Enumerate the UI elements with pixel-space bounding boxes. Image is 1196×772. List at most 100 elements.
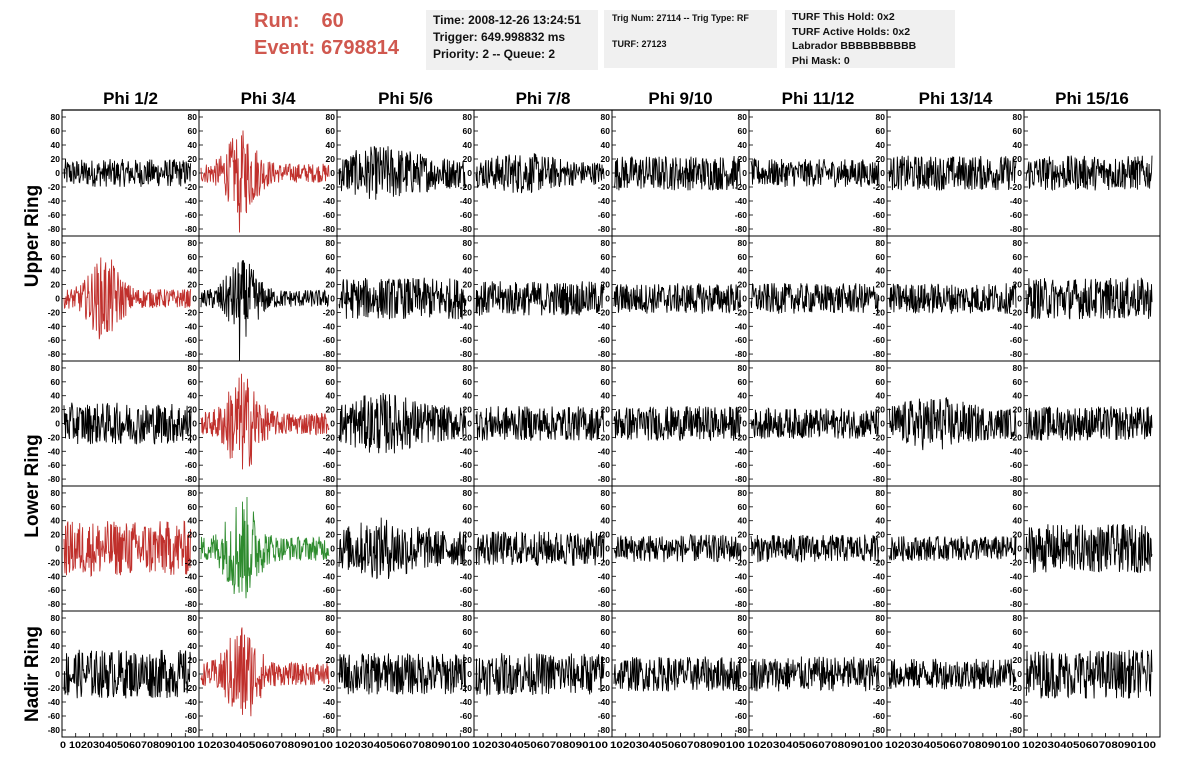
y-tick-label: -40	[48, 196, 61, 206]
y-tick-label: 0	[880, 419, 885, 429]
y-tick-label: 40	[601, 516, 611, 526]
y-tick-label: 0	[742, 294, 747, 304]
y-tick-label: -60	[735, 585, 748, 595]
turf-active-holds-text: TURF Active Holds: 0x2	[792, 25, 911, 38]
y-tick-label: 40	[876, 140, 886, 150]
waveform-trace	[63, 402, 192, 445]
waveform-trace	[888, 397, 1017, 451]
y-tick-label: 60	[738, 126, 748, 136]
y-tick-label: -20	[598, 307, 611, 317]
phi-mask-text: Phi Mask: 0	[792, 54, 850, 67]
y-tick-label: -20	[735, 307, 748, 317]
y-tick-label: 0	[55, 669, 60, 679]
y-tick-label: -80	[873, 349, 886, 359]
waveform-trace	[338, 146, 467, 200]
y-tick-label: -40	[598, 321, 611, 331]
y-tick-label: 60	[51, 627, 61, 637]
y-tick-label: 20	[601, 405, 611, 415]
panel-r2-c6: -80 -60 -40 -20 0 20 40 60 80	[873, 360, 1025, 487]
y-tick-label: 20	[188, 154, 198, 164]
y-tick-label: 80	[738, 112, 748, 122]
y-tick-label: -60	[735, 711, 748, 721]
panel-r2-c4: -80 -60 -40 -20 0 20 40 60 80	[598, 360, 750, 487]
waveform-trace	[888, 155, 1017, 191]
waveform-trace	[613, 155, 742, 191]
y-tick-label: -40	[185, 196, 198, 206]
trig-num-box: Trig Num: 27114 -- Trig Type: RF TURF: 2…	[604, 10, 777, 68]
y-tick-label: -20	[598, 557, 611, 567]
y-tick-label: -40	[1010, 571, 1023, 581]
y-tick-label: 60	[738, 377, 748, 387]
run-label: Run:	[254, 10, 300, 32]
y-tick-label: -80	[1010, 474, 1023, 484]
y-tick-label: 80	[51, 613, 61, 623]
y-tick-label: -60	[48, 335, 61, 345]
y-tick-label: 20	[1013, 280, 1023, 290]
y-tick-label: -80	[460, 599, 473, 609]
y-tick-label: -40	[460, 571, 473, 581]
trigger-text: Trigger: 649.998832 ms	[433, 30, 566, 44]
y-tick-label: 80	[876, 238, 886, 248]
panel-r3-c7: -80 -60 -40 -20 0 20 40 60 80	[1010, 485, 1161, 612]
y-tick-label: 60	[51, 377, 61, 387]
waveform-trace	[200, 373, 330, 470]
y-tick-label: 0	[192, 669, 197, 679]
y-tick-label: -40	[48, 571, 61, 581]
panel-r4-c3: -80 -60 -40 -20 0 20 40 60 80	[460, 610, 613, 738]
y-tick-label: 0	[330, 544, 335, 554]
y-tick-label: 40	[463, 140, 473, 150]
y-tick-label: 40	[601, 391, 611, 401]
y-tick-label: -80	[460, 224, 473, 234]
y-tick-label: -20	[1010, 683, 1023, 693]
y-tick-label: -40	[873, 446, 886, 456]
y-tick-label: -20	[873, 307, 886, 317]
y-tick-label: 0	[330, 669, 335, 679]
panel-r0-c5: -80 -60 -40 -20 0 20 40 60 80	[735, 109, 888, 237]
x-tick-labels: 102030405060708090100	[747, 740, 883, 750]
y-tick-label: -80	[735, 725, 748, 735]
y-tick-label: 60	[876, 377, 886, 387]
y-tick-label: 20	[1013, 655, 1023, 665]
row-label: Upper Ring	[22, 185, 43, 287]
y-tick-label: 20	[601, 655, 611, 665]
y-tick-label: 80	[601, 363, 611, 373]
column-header: Phi 1/2	[103, 89, 158, 108]
y-tick-label: 0	[55, 294, 60, 304]
y-tick-label: -60	[1010, 210, 1023, 220]
panel-r1-c6: -80 -60 -40 -20 0 20 40 60 80	[873, 235, 1025, 362]
y-tick-label: -40	[735, 571, 748, 581]
time-text: Time: 2008-12-26 13:24:51	[433, 13, 581, 27]
y-tick-label: -60	[185, 335, 198, 345]
y-tick-label: 60	[876, 252, 886, 262]
y-tick-label: -20	[48, 557, 61, 567]
y-tick-label: 0	[467, 544, 472, 554]
column-header: Phi 15/16	[1055, 89, 1129, 108]
panel-r2-c5: -80 -60 -40 -20 0 20 40 60 80	[735, 360, 888, 487]
y-tick-label: 80	[1013, 613, 1023, 623]
y-tick-label: 0	[742, 669, 747, 679]
waveform-trace	[338, 517, 467, 580]
y-tick-label: -60	[323, 460, 336, 470]
y-tick-label: 40	[188, 391, 198, 401]
waveform-trace	[475, 406, 605, 441]
y-tick-label: 20	[326, 530, 336, 540]
y-tick-label: 60	[738, 627, 748, 637]
y-tick-label: 80	[738, 488, 748, 498]
panel-r1-c2: -80 -60 -40 -20 0 20 40 60 80	[323, 235, 475, 362]
y-tick-label: 0	[742, 168, 747, 178]
y-tick-label: 80	[326, 488, 336, 498]
y-tick-label: 0	[330, 168, 335, 178]
y-tick-label: -80	[1010, 725, 1023, 735]
y-tick-label: -20	[185, 432, 198, 442]
y-tick-label: 0	[467, 294, 472, 304]
y-tick-label: 0	[605, 294, 610, 304]
y-tick-label: -60	[1010, 460, 1023, 470]
y-tick-label: -80	[48, 224, 61, 234]
y-tick-label: -20	[1010, 307, 1023, 317]
y-tick-label: 40	[188, 641, 198, 651]
y-tick-label: 80	[876, 488, 886, 498]
x-tick-labels: 102030405060708090100	[335, 740, 470, 750]
y-tick-label: 40	[876, 641, 886, 651]
y-tick-label: -80	[48, 725, 61, 735]
panel-r4-c7: -80 -60 -40 -20 0 20 40 60 80	[1010, 610, 1161, 738]
